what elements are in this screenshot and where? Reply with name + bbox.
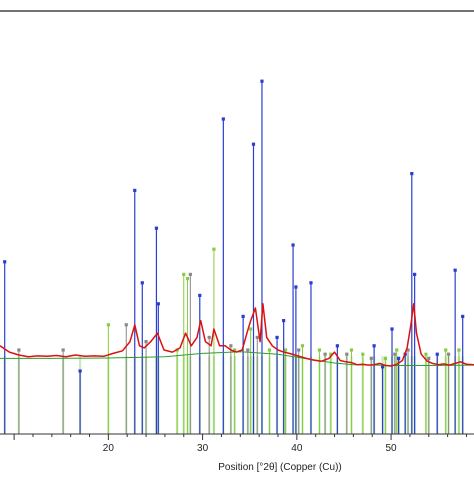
phase-a-marker (453, 268, 457, 272)
x-axis-title: Position [°2θ] (Copper (Cu)) (218, 462, 342, 473)
phase-b-marker (424, 352, 428, 356)
phase-c-marker (406, 348, 410, 352)
phase-b-marker (212, 247, 216, 251)
phase-b-marker (300, 344, 305, 348)
phase-b-marker (457, 348, 461, 352)
phase-b-marker (233, 348, 237, 352)
phase-a-marker (282, 319, 286, 323)
phase-a-marker (260, 79, 264, 83)
phase-c-marker (188, 272, 192, 276)
phase-a-marker (309, 281, 313, 285)
phase-a-marker (156, 302, 160, 306)
phase-c-marker (297, 348, 301, 352)
phase-c-marker (246, 348, 250, 352)
phase-a-marker (435, 352, 439, 356)
phase-b-marker (383, 356, 388, 360)
phase-a-marker (3, 260, 7, 264)
phase-a-marker (221, 117, 225, 121)
phase-a-marker (410, 172, 414, 176)
measured-pattern-line (0, 303, 474, 367)
x-tick-label: 40 (291, 443, 303, 454)
x-axis-ticks: 20 30 40 50 (13, 434, 467, 454)
phase-c-marker (207, 335, 211, 339)
phase-a-marker (241, 314, 245, 318)
phase-a-marker (291, 243, 295, 247)
phase-c-marker (144, 340, 148, 344)
phase-a-marker (335, 344, 339, 348)
x-tick-label: 30 (197, 443, 209, 454)
phase-a-marker (390, 327, 394, 331)
phase-c-marker (369, 356, 373, 360)
phase-c-marker (255, 335, 259, 339)
phase-a-marker (140, 281, 144, 285)
phase-c-marker (17, 348, 21, 352)
phase-a-marker (251, 142, 256, 146)
phase-a-marker (275, 335, 279, 339)
phase-c-marker (61, 348, 65, 352)
phase-a-marker (78, 369, 82, 373)
phase-b-marker (106, 323, 110, 327)
phase-a-marker (397, 356, 401, 360)
phase-b-marker (283, 348, 288, 352)
phase-b-marker (182, 272, 186, 276)
phase-b-marker (395, 348, 399, 352)
phase-a-marker (372, 344, 376, 348)
phase-a-marker (413, 272, 417, 276)
phase-b-marker (267, 348, 272, 352)
reference-stick-layer (3, 79, 465, 434)
phase-a-marker (380, 365, 385, 369)
phase-a-marker (198, 293, 202, 297)
phase-a-marker (294, 285, 298, 289)
phase-c-marker (393, 352, 397, 356)
phase-b-marker (444, 348, 448, 352)
phase-b-marker (329, 352, 333, 356)
phase-b-marker (349, 348, 354, 352)
phase-a-marker (461, 314, 465, 318)
phase-b-marker (185, 277, 190, 281)
phase-b-marker (249, 327, 253, 331)
phase-c-marker (229, 344, 233, 348)
phase-c-marker (323, 352, 327, 356)
x-tick-label: 20 (103, 443, 115, 454)
phase-c-marker (345, 352, 349, 356)
phase-a-marker (154, 226, 159, 230)
phase-c-marker (427, 356, 431, 360)
reference-fill-layer (3, 356, 464, 434)
phase-b-marker (361, 352, 365, 356)
phase-c-marker (124, 323, 128, 327)
pattern-line-layer (0, 303, 474, 367)
phase-a-marker (133, 188, 137, 192)
phase-b-marker (317, 348, 322, 352)
phase-c-marker (446, 352, 451, 356)
x-tick-label: 50 (386, 443, 398, 454)
